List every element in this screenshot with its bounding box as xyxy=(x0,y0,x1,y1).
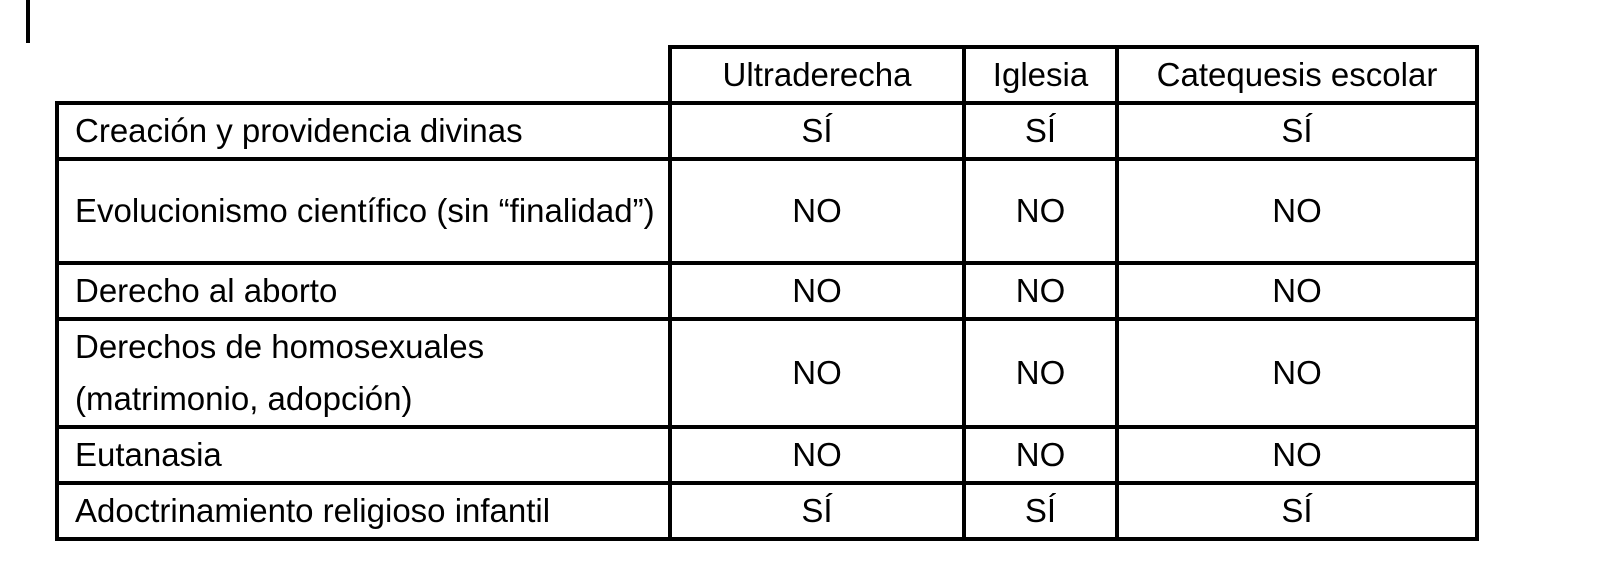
table-row: Eutanasia NO NO NO xyxy=(55,425,1479,485)
table-row: Derechos de homosexuales (matrimonio, ad… xyxy=(55,317,1479,429)
value-cell[interactable]: NO xyxy=(668,317,966,429)
table-row: Evolucionismo científico (sin “finalidad… xyxy=(55,157,1479,265)
value-cell[interactable]: SÍ xyxy=(1115,481,1479,541)
value-cell[interactable]: SÍ xyxy=(962,481,1119,541)
value-cell[interactable]: SÍ xyxy=(962,101,1119,161)
column-header-catequesis-escolar[interactable]: Catequesis escolar xyxy=(1115,45,1479,105)
column-header-iglesia[interactable]: Iglesia xyxy=(962,45,1119,105)
row-label-cell[interactable]: Adoctrinamiento religioso infantil xyxy=(55,481,672,541)
value-cell[interactable]: SÍ xyxy=(668,481,966,541)
row-label-cell[interactable]: Derecho al aborto xyxy=(55,261,672,321)
header-row: Ultraderecha Iglesia Catequesis escolar xyxy=(57,45,1479,105)
value-cell[interactable]: SÍ xyxy=(668,101,966,161)
value-cell[interactable]: SÍ xyxy=(1115,101,1479,161)
row-label-cell[interactable]: Evolucionismo científico (sin “finalidad… xyxy=(55,157,672,265)
comparison-table: Ultraderecha Iglesia Catequesis escolar … xyxy=(55,45,1479,541)
row-label-cell[interactable]: Derechos de homosexuales (matrimonio, ad… xyxy=(55,317,672,429)
value-cell[interactable]: NO xyxy=(1115,157,1479,265)
value-cell[interactable]: NO xyxy=(962,317,1119,429)
text-cursor-caret xyxy=(26,0,30,43)
value-cell[interactable]: NO xyxy=(962,261,1119,321)
table-row: Derecho al aborto NO NO NO xyxy=(55,261,1479,321)
value-cell[interactable]: NO xyxy=(962,425,1119,485)
value-cell[interactable]: NO xyxy=(962,157,1119,265)
value-cell[interactable]: NO xyxy=(668,157,966,265)
row-label-cell[interactable]: Eutanasia xyxy=(55,425,672,485)
table-row: Adoctrinamiento religioso infantil SÍ SÍ… xyxy=(55,481,1479,541)
corner-spacer-cell xyxy=(57,47,670,103)
value-cell[interactable]: NO xyxy=(668,261,966,321)
row-label-cell[interactable]: Creación y providencia divinas xyxy=(55,101,672,161)
table-row: Creación y providencia divinas SÍ SÍ SÍ xyxy=(55,101,1479,161)
value-cell[interactable]: NO xyxy=(1115,261,1479,321)
value-cell[interactable]: NO xyxy=(1115,317,1479,429)
value-cell[interactable]: NO xyxy=(1115,425,1479,485)
column-header-ultraderecha[interactable]: Ultraderecha xyxy=(668,45,966,105)
value-cell[interactable]: NO xyxy=(668,425,966,485)
